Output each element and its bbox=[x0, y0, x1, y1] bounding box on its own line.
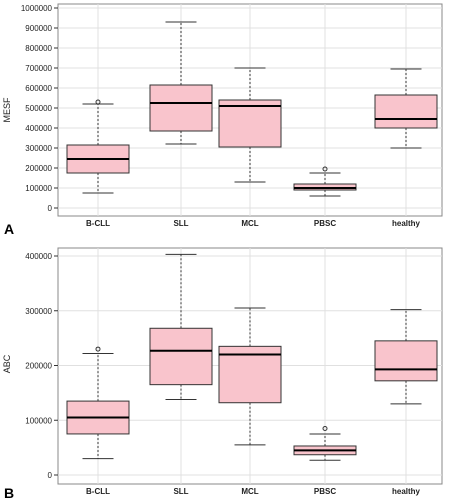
y-tick-label: 400000 bbox=[25, 252, 52, 261]
y-axis-title: MESF bbox=[2, 97, 12, 123]
panel-b-letter: B bbox=[4, 485, 14, 500]
y-tick-label: 100000 bbox=[25, 416, 52, 425]
y-tick-label: 1000000 bbox=[21, 4, 53, 13]
box-iqr bbox=[218, 345, 282, 404]
category-label: PBSC bbox=[314, 487, 336, 496]
panel-a-letter: A bbox=[4, 221, 14, 237]
category-label: SLL bbox=[173, 487, 188, 496]
y-tick-label: 0 bbox=[48, 471, 53, 480]
category-label: B-CLL bbox=[86, 487, 110, 496]
panel-a-chart: 0 100000 200000 300000 400000 500000 600000 700… bbox=[2, 3, 443, 228]
y-tick-label: 100000 bbox=[25, 184, 52, 193]
y-tick-label: 800000 bbox=[25, 44, 52, 53]
y-tick-label: 900000 bbox=[25, 24, 52, 33]
box-iqr bbox=[149, 84, 213, 132]
category-label: MCL bbox=[241, 219, 258, 228]
category-label: PBSC bbox=[314, 219, 336, 228]
y-tick-label: 600000 bbox=[25, 84, 52, 93]
outlier-point bbox=[95, 346, 101, 352]
outlier-point bbox=[95, 99, 101, 105]
outlier-point bbox=[322, 166, 328, 172]
y-tick-label: 200000 bbox=[25, 164, 52, 173]
category-label: healthy bbox=[392, 219, 421, 228]
box-iqr bbox=[374, 94, 438, 129]
category-label: B-CLL bbox=[86, 219, 110, 228]
category-label: healthy bbox=[392, 487, 421, 496]
y-tick-label: 0 bbox=[48, 204, 53, 213]
y-tick-label: 200000 bbox=[25, 362, 52, 371]
y-tick-label: 400000 bbox=[25, 124, 52, 133]
box-iqr bbox=[149, 327, 213, 386]
category-label: SLL bbox=[173, 219, 188, 228]
y-tick-label: 700000 bbox=[25, 64, 52, 73]
box-iqr bbox=[374, 340, 438, 382]
y-axis-title: ABC bbox=[2, 354, 12, 373]
outlier-point bbox=[322, 425, 328, 431]
panel-b-chart: 0 100000 200000 300000 400000 ABC B-CLL SLL MCL P… bbox=[2, 247, 443, 496]
y-tick-label: 300000 bbox=[25, 307, 52, 316]
box-iqr bbox=[218, 99, 282, 148]
y-tick-label: 300000 bbox=[25, 144, 52, 153]
category-label: MCL bbox=[241, 487, 258, 496]
y-tick-label: 500000 bbox=[25, 104, 52, 113]
